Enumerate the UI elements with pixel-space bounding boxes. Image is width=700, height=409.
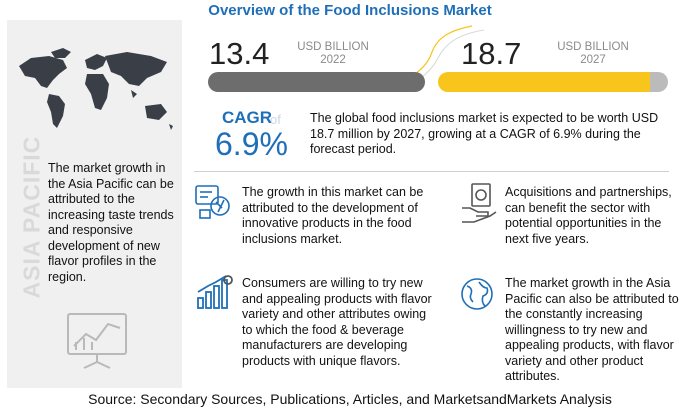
- cagr-of: of: [270, 112, 281, 127]
- value-2022: 13.4: [209, 36, 270, 71]
- insight-1-text: The growth in this market can be attribu…: [242, 185, 424, 246]
- value-2027-bar: [438, 72, 662, 92]
- region-label: ASIA PACIFIC: [18, 135, 45, 299]
- source-note: Source: Secondary Sources, Publications,…: [88, 391, 612, 407]
- region-description: The market growth in the Asia Pacific ca…: [48, 161, 174, 284]
- market-summary: The global food inclusions market is exp…: [310, 111, 659, 156]
- cagr-label: CAGR: [222, 108, 273, 127]
- insight-4-text: The market growth in the Asia Pacific ca…: [505, 276, 679, 383]
- value-2022-bar: [208, 72, 425, 92]
- insight-2-text: Acquisitions and partnerships, can benef…: [505, 185, 672, 246]
- region-panel: ASIA PACIFIC The market growth in the As…: [7, 20, 182, 388]
- handshake-money-icon: [462, 183, 497, 223]
- unit-2027: USD BILLION: [557, 41, 629, 53]
- world-map-icon: [19, 48, 173, 130]
- growth-chart-icon: [197, 275, 233, 309]
- innovation-icon: [195, 185, 230, 219]
- year-2022: 2022: [320, 54, 346, 66]
- value-2027: 18.7: [461, 36, 522, 71]
- infographic-title: Overview of the Food Inclusions Market: [208, 2, 492, 19]
- insight-3-text: Consumers are willing to try new and app…: [242, 276, 432, 368]
- value-2027-bar-end: [650, 72, 668, 92]
- year-2027: 2027: [580, 54, 606, 66]
- cagr-value: 6.9%: [215, 126, 288, 162]
- presentation-chart-icon: [67, 313, 127, 369]
- section-divider: [194, 171, 669, 172]
- unit-2022: USD BILLION: [297, 41, 369, 53]
- globe-icon: [461, 278, 493, 310]
